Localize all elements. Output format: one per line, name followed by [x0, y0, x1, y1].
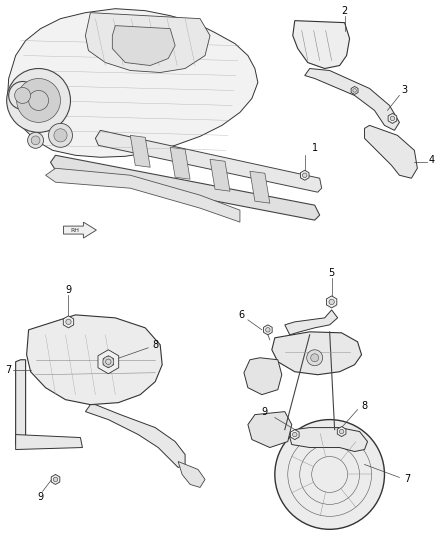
Circle shape [275, 419, 385, 529]
Polygon shape [16, 434, 82, 449]
Polygon shape [290, 430, 299, 440]
Polygon shape [85, 405, 185, 467]
Text: 9: 9 [65, 285, 71, 295]
Text: 8: 8 [152, 340, 158, 350]
Circle shape [31, 136, 40, 145]
Circle shape [28, 91, 49, 110]
Circle shape [265, 328, 270, 332]
Text: 4: 4 [428, 155, 434, 165]
Polygon shape [16, 360, 25, 445]
Circle shape [353, 88, 357, 92]
Circle shape [53, 477, 58, 482]
Text: 9: 9 [262, 407, 268, 417]
Polygon shape [290, 427, 367, 451]
Polygon shape [103, 356, 113, 368]
Text: 6: 6 [239, 310, 245, 320]
Text: 3: 3 [401, 85, 407, 95]
Text: 9: 9 [38, 492, 44, 503]
Polygon shape [305, 69, 399, 131]
Circle shape [329, 299, 334, 304]
Circle shape [303, 173, 307, 177]
Polygon shape [285, 310, 338, 335]
Circle shape [390, 116, 395, 120]
Polygon shape [95, 131, 321, 192]
Circle shape [9, 82, 37, 109]
Circle shape [21, 83, 57, 118]
Polygon shape [46, 168, 240, 222]
Polygon shape [300, 170, 309, 180]
Polygon shape [248, 411, 292, 448]
Polygon shape [51, 474, 60, 484]
Polygon shape [8, 9, 258, 157]
Circle shape [14, 87, 31, 103]
Polygon shape [27, 315, 162, 405]
Polygon shape [244, 358, 282, 394]
Polygon shape [364, 125, 417, 178]
Circle shape [17, 78, 60, 123]
Polygon shape [337, 426, 346, 437]
Polygon shape [64, 222, 96, 238]
Polygon shape [250, 171, 270, 203]
Circle shape [307, 350, 323, 366]
Polygon shape [272, 332, 361, 375]
Polygon shape [178, 462, 205, 487]
Text: 7: 7 [6, 365, 12, 375]
Text: 1: 1 [311, 143, 318, 154]
Circle shape [103, 357, 114, 367]
Polygon shape [293, 21, 350, 69]
Text: 2: 2 [342, 6, 348, 15]
Text: RH: RH [70, 228, 79, 232]
Text: 5: 5 [328, 268, 335, 278]
Circle shape [54, 129, 67, 142]
Circle shape [339, 429, 344, 434]
Polygon shape [85, 13, 210, 72]
Polygon shape [326, 296, 337, 308]
Text: 7: 7 [404, 474, 410, 484]
Polygon shape [170, 147, 190, 179]
Circle shape [49, 123, 72, 147]
Polygon shape [130, 135, 150, 167]
Polygon shape [50, 155, 320, 220]
Polygon shape [98, 350, 119, 374]
Polygon shape [64, 316, 74, 328]
Polygon shape [210, 159, 230, 191]
Text: 8: 8 [361, 401, 367, 410]
Circle shape [66, 319, 71, 325]
Polygon shape [388, 114, 397, 123]
Polygon shape [264, 325, 272, 335]
Circle shape [28, 132, 43, 148]
Circle shape [106, 359, 111, 365]
Circle shape [311, 354, 319, 362]
Circle shape [7, 69, 71, 132]
Circle shape [293, 432, 297, 437]
Polygon shape [351, 86, 358, 94]
Polygon shape [112, 26, 175, 66]
